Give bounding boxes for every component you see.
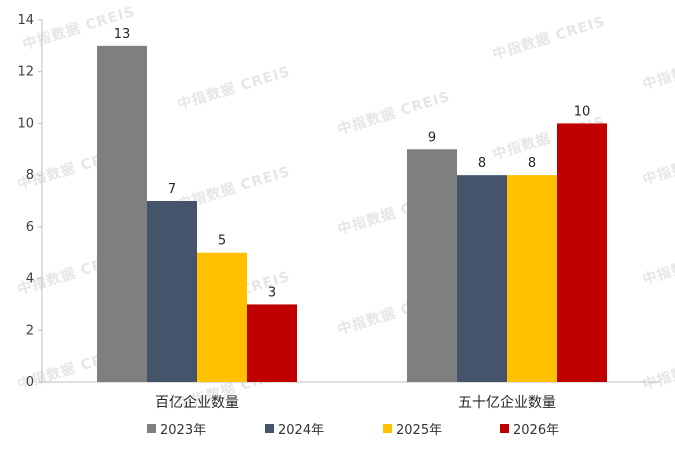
legend-label: 2026年 — [513, 423, 560, 438]
legend-item: 2026年 — [500, 419, 559, 438]
bar — [197, 252, 247, 382]
y-tick-label: 6 — [26, 220, 34, 235]
data-label: 8 — [478, 156, 486, 171]
data-label: 5 — [218, 234, 226, 249]
legend-item: 2024年 — [265, 419, 324, 438]
legend-item: 2025年 — [383, 419, 442, 438]
legend-swatch — [265, 424, 274, 433]
y-tick-label: 14 — [17, 13, 34, 28]
y-tick-label: 2 — [26, 323, 34, 338]
legend-label: 2023年 — [160, 423, 207, 438]
y-tick-label: 10 — [17, 116, 34, 131]
bar — [147, 201, 197, 382]
category-label: 五十亿企业数量 — [458, 394, 556, 411]
legend-swatch — [500, 424, 509, 433]
legend-label: 2025年 — [396, 423, 443, 438]
data-label: 9 — [428, 130, 436, 145]
bar — [407, 149, 457, 382]
data-label: 10 — [574, 104, 591, 119]
bar — [247, 304, 297, 382]
legend-item: 2023年 — [147, 419, 206, 438]
y-tick-label: 0 — [26, 375, 34, 390]
data-label: 8 — [528, 156, 536, 171]
bar — [507, 175, 557, 382]
legend-swatch — [147, 424, 156, 433]
y-tick-label: 8 — [26, 168, 34, 183]
legend-label: 2024年 — [278, 423, 325, 438]
bar — [457, 175, 507, 382]
data-label: 13 — [114, 27, 131, 42]
category-label: 百亿企业数量 — [155, 394, 239, 411]
bar — [97, 45, 147, 382]
legend-swatch — [383, 424, 392, 433]
y-tick-label: 4 — [26, 272, 34, 287]
data-label: 3 — [268, 285, 276, 300]
bar — [557, 123, 607, 382]
y-tick-label: 12 — [17, 65, 34, 80]
data-label: 7 — [168, 182, 176, 197]
chart-legend: 2023年 2024年 2025年 2026年 — [0, 419, 675, 441]
